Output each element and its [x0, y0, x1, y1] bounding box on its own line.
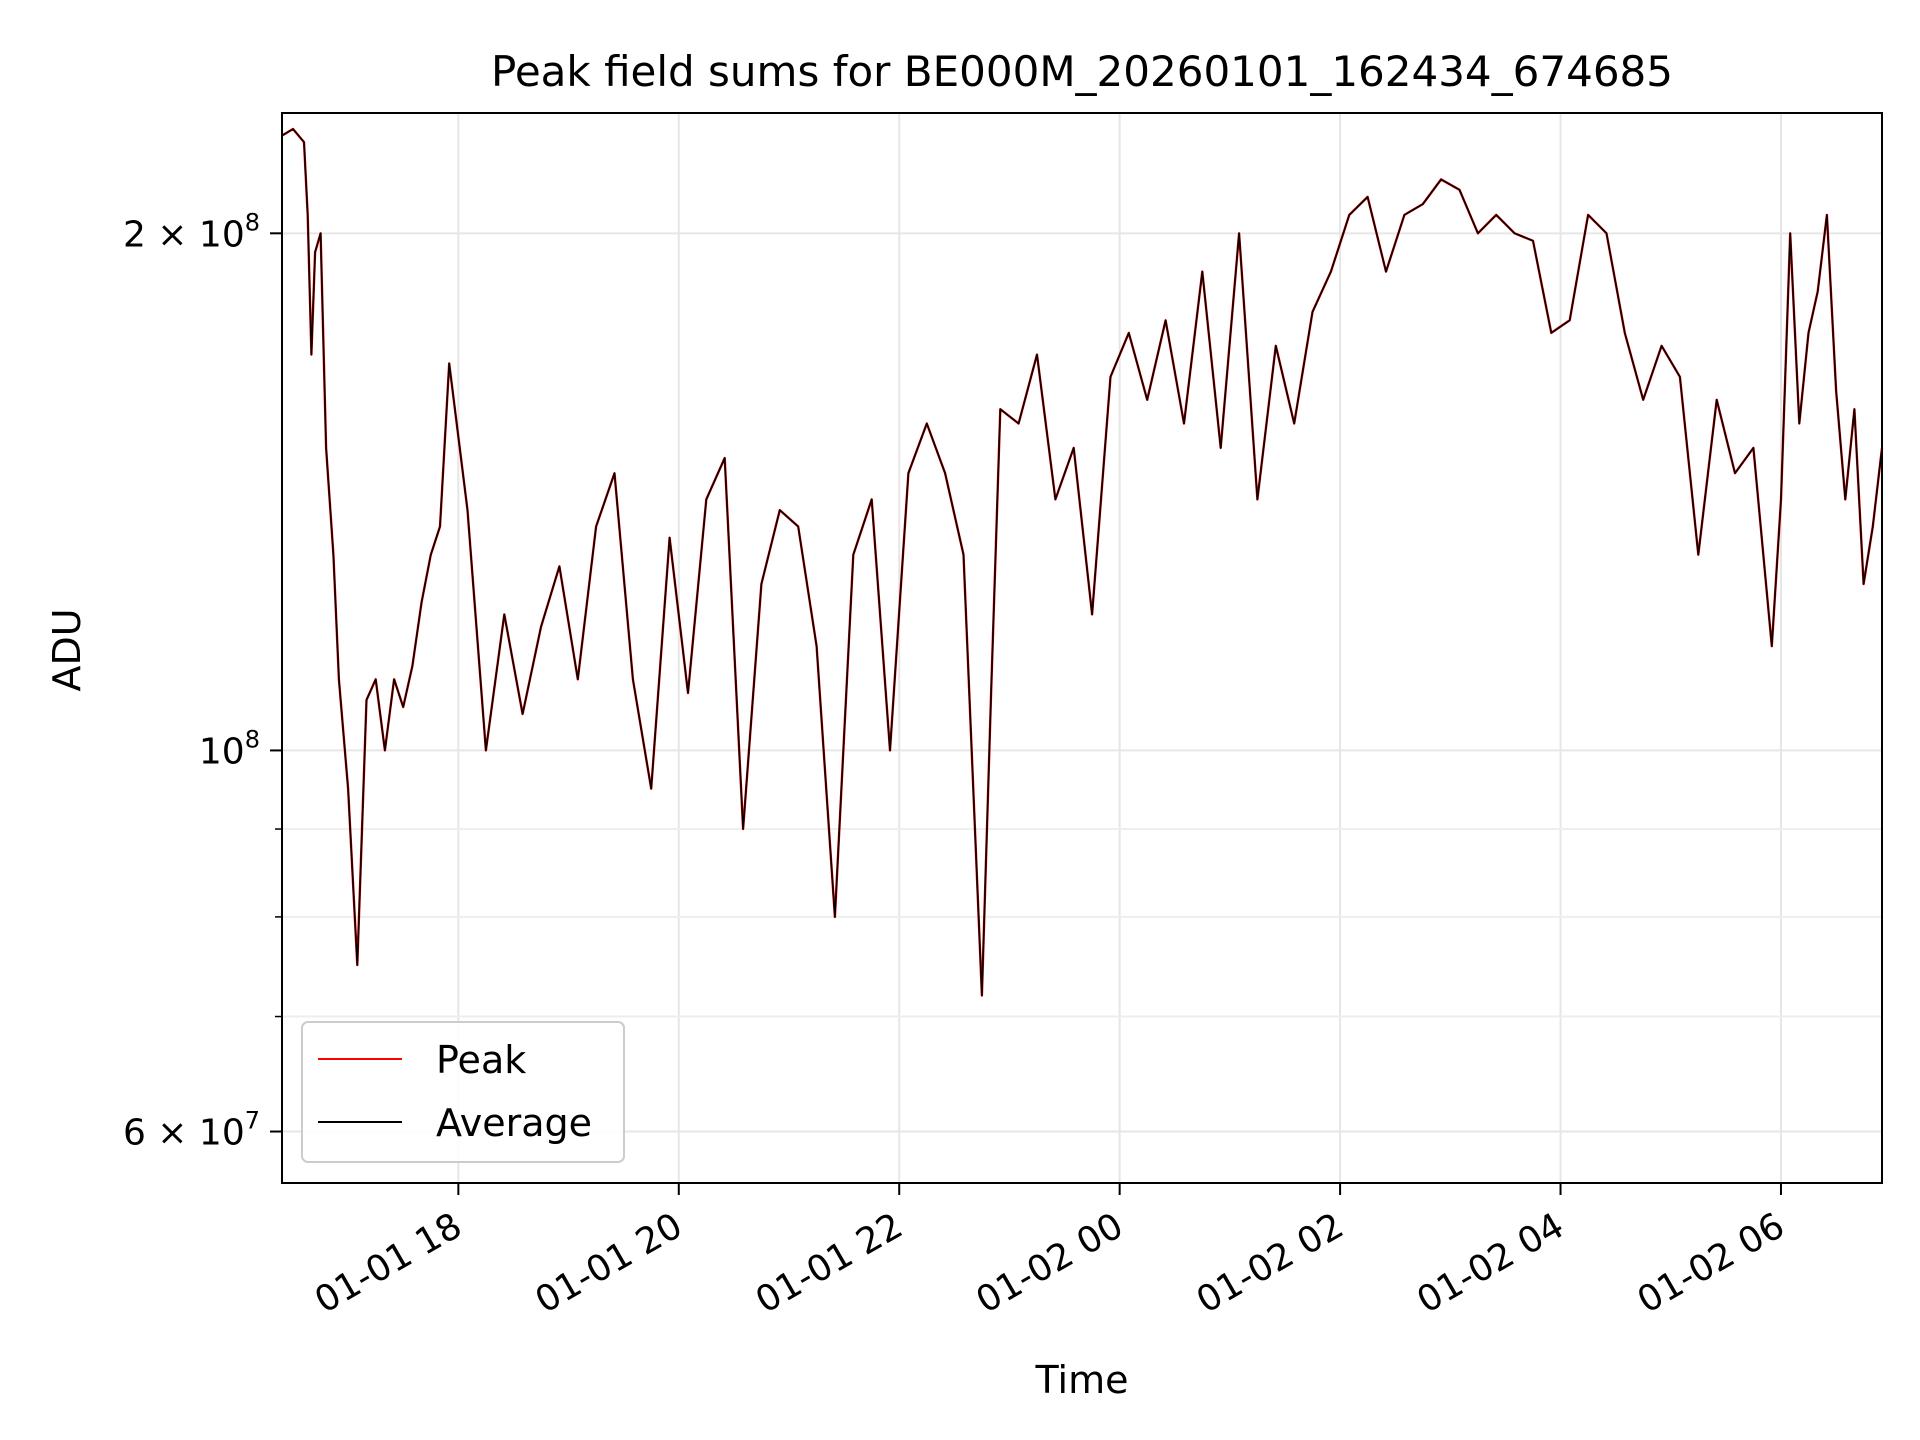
legend-label-peak: Peak — [436, 1038, 526, 1082]
legend: Peak Average — [301, 1021, 625, 1163]
y-axis-label: ADU — [45, 608, 89, 691]
series-line-average — [281, 128, 1883, 997]
legend-label-average: Average — [436, 1101, 592, 1145]
series-lines — [281, 127, 1884, 997]
chart-title: Peak field sums for BE000M_20260101_1624… — [491, 47, 1673, 96]
y-tick-label: 108 — [199, 725, 260, 772]
grid — [282, 113, 1882, 1183]
plot-frame — [281, 112, 1883, 1184]
x-axis-label: Time — [1035, 1358, 1129, 1402]
legend-box — [301, 1021, 625, 1163]
y-tick-label: 2 × 108 — [123, 208, 260, 255]
y-tick-label: 6 × 107 — [123, 1107, 260, 1154]
